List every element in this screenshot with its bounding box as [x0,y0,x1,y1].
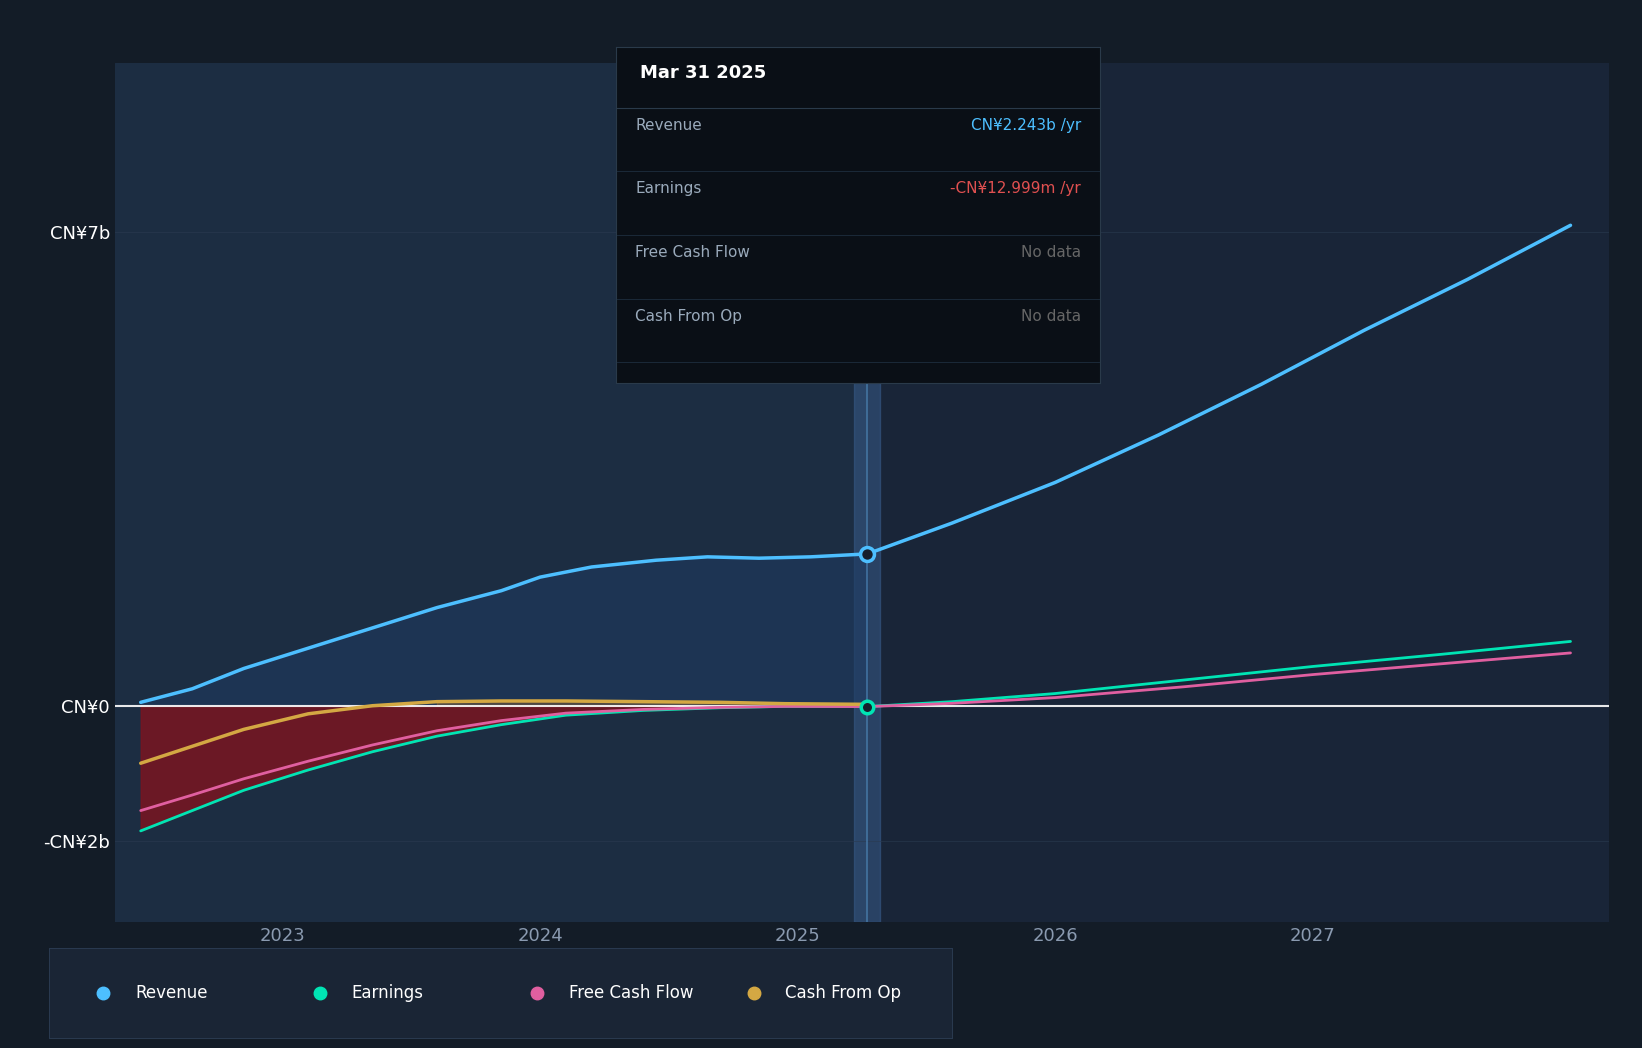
Bar [867,63,1609,922]
Text: Revenue: Revenue [635,117,701,133]
Text: Analysts Forecasts: Analysts Forecasts [898,117,1066,135]
Text: Free Cash Flow: Free Cash Flow [568,984,693,1002]
Text: No data: No data [1021,245,1080,260]
Text: CN¥2.243b /yr: CN¥2.243b /yr [970,117,1080,133]
Text: Cash From Op: Cash From Op [635,309,742,324]
Text: Mar 31 2025: Mar 31 2025 [640,64,767,82]
Text: -CN¥12.999m /yr: -CN¥12.999m /yr [951,181,1080,196]
Text: Free Cash Flow: Free Cash Flow [635,245,750,260]
Bar [854,63,880,922]
Text: No data: No data [1021,309,1080,324]
Text: Earnings: Earnings [351,984,424,1002]
Bar [115,63,867,922]
Text: Past: Past [810,117,847,135]
Text: Earnings: Earnings [635,181,701,196]
Text: Cash From Op: Cash From Op [785,984,901,1002]
Text: Revenue: Revenue [135,984,207,1002]
